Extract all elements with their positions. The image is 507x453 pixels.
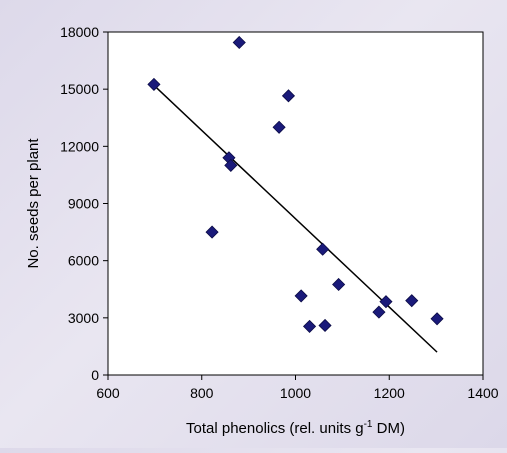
data-point <box>430 312 444 326</box>
data-points <box>147 35 444 333</box>
y-tick-label: 6000 <box>68 253 99 269</box>
y-tick-label: 12000 <box>60 138 99 154</box>
data-point <box>224 158 238 172</box>
data-point <box>318 318 332 333</box>
x-tick-label: 600 <box>96 385 120 401</box>
y-tick-label: 0 <box>91 367 99 383</box>
data-point <box>332 277 346 292</box>
x-axis-label-superscript: -1 <box>364 419 373 430</box>
data-point <box>205 225 219 239</box>
data-point <box>302 319 317 333</box>
x-tick-label: 800 <box>190 385 214 401</box>
data-point <box>232 35 246 50</box>
x-tick-label: 1400 <box>467 385 498 401</box>
x-axis-ticks: 600 800 1000 1200 1400 <box>96 375 499 401</box>
y-tick-label: 9000 <box>68 196 99 212</box>
y-tick-label: 15000 <box>60 81 99 97</box>
data-point <box>294 289 308 303</box>
plot-area <box>107 31 484 376</box>
x-tick-label: 1200 <box>374 385 405 401</box>
x-axis-label-main: Total phenolics (rel. units g <box>186 420 364 437</box>
x-tick-label: 1000 <box>280 385 311 401</box>
data-point <box>372 305 386 319</box>
y-tick-label: 3000 <box>68 310 99 326</box>
x-axis-label: Total phenolics (rel. units g-1 DM) <box>186 419 405 437</box>
y-tick-label: 18000 <box>60 24 99 40</box>
data-point <box>147 77 161 91</box>
data-point <box>379 295 393 309</box>
data-point <box>272 120 286 134</box>
x-axis-label-suffix: DM) <box>373 420 406 437</box>
data-point <box>281 89 296 103</box>
y-axis-label: No. seeds per plant <box>25 138 42 269</box>
y-axis-ticks: 0 3000 6000 9000 12000 15000 18000 <box>60 24 108 383</box>
data-point <box>405 294 419 308</box>
data-point <box>316 242 330 256</box>
trendline <box>153 84 438 353</box>
